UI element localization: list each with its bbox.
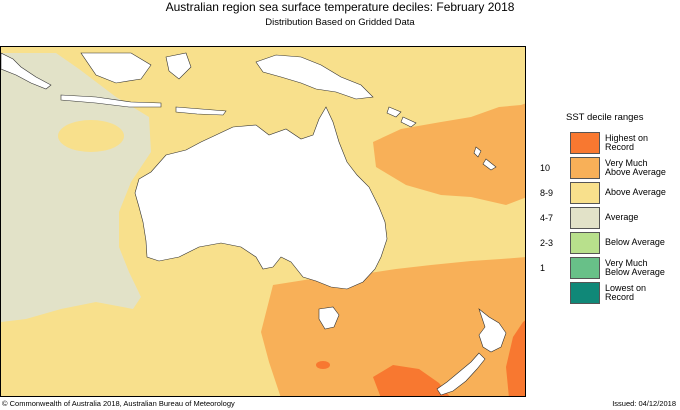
copyright-text: © Commonwealth of Australia 2018, Austra…: [2, 399, 235, 408]
legend-swatch: [570, 157, 600, 179]
australia-landmass: [134, 106, 388, 290]
legend-label: Highest on Record: [605, 134, 648, 152]
legend-label-line1: Very Much: [605, 258, 648, 268]
legend-label: Very Much Below Average: [605, 259, 665, 277]
nz-south-island: [436, 352, 486, 396]
highest-record-patch-east: [506, 320, 525, 396]
map-title: Australian region sea surface temperatur…: [165, 0, 515, 14]
legend-label-line2: Above Average: [605, 167, 666, 177]
legend-label: Below Average: [605, 237, 665, 247]
solomon-island-2: [400, 116, 417, 128]
average-region-west: [1, 53, 151, 322]
legend-rank: 8-9: [540, 188, 554, 198]
java-landmass: [60, 94, 162, 108]
legend-label-line2: Below Average: [605, 267, 665, 277]
above-average-patch-sw: [1, 327, 106, 396]
map-subtitle: Distribution Based on Gridded Data: [265, 17, 415, 28]
new-caledonia-island: [482, 158, 497, 171]
legend-swatch: [570, 207, 600, 229]
legend-rank: 4-7: [540, 213, 554, 223]
legend-label-line2: Record: [605, 142, 635, 152]
legend-label-line2: Record: [605, 292, 635, 302]
legend-swatch: [570, 132, 600, 154]
lesser-sunda-landmass: [175, 106, 227, 116]
legend-swatch: [570, 182, 600, 204]
borneo-landmass: [80, 52, 152, 84]
legend-swatch: [570, 257, 600, 279]
legend-rank: 10: [540, 163, 551, 173]
legend-label: Very Much Above Average: [605, 159, 666, 177]
legend-swatch: [570, 282, 600, 304]
legend-swatch: [570, 232, 600, 254]
sumatra-landmass: [1, 52, 52, 90]
sulawesi-landmass: [165, 52, 192, 80]
legend-label: Lowest on Record: [605, 284, 646, 302]
nz-north-island: [478, 308, 507, 353]
sst-decile-map: [0, 46, 526, 397]
above-average-patch-nw: [58, 120, 124, 152]
vanuatu-island: [473, 146, 482, 158]
very-much-above-region-ne: [373, 103, 525, 205]
very-much-above-region-south: [261, 257, 525, 396]
legend-label-line1: Highest on: [605, 133, 649, 143]
new-guinea-landmass: [255, 54, 374, 100]
legend-label: Above Average: [605, 187, 666, 197]
highest-record-patch-south: [373, 365, 450, 396]
highest-record-patch-small: [316, 361, 330, 369]
solomon-island-1: [386, 106, 402, 118]
tasmania-landmass: [318, 306, 340, 330]
legend-label: Average: [605, 212, 639, 222]
legend-label-line1: Very Much: [605, 158, 648, 168]
sst-map-svg: [1, 47, 525, 396]
legend-rank: 1: [540, 263, 546, 273]
legend-label-line1: Lowest on: [605, 283, 647, 293]
legend-title: SST decile ranges: [566, 112, 644, 123]
issued-date: Issued: 04/12/2018: [612, 399, 676, 408]
legend-rank: 2-3: [540, 238, 554, 248]
